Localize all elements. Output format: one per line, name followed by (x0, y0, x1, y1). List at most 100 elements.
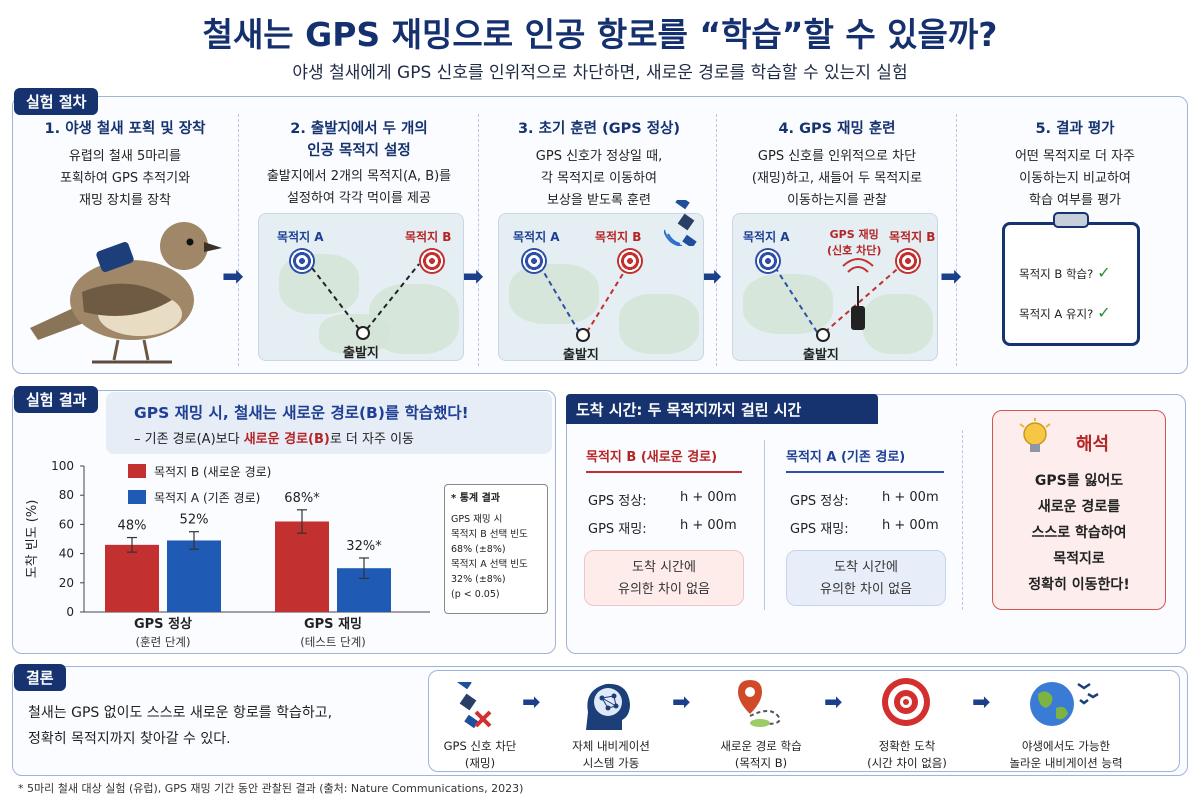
y-tick-label: 0 (66, 605, 74, 619)
arrow-right-icon: ➡ (522, 690, 541, 715)
divider (764, 440, 765, 610)
arrow-right-icon: ➡ (940, 262, 962, 292)
procedure-tag: 실험 절차 (14, 88, 99, 115)
stat-line: GPS 재밍 시 (451, 514, 503, 525)
results-headline: GPS 재밍 시, 철새는 새로운 경로(B)를 학습했다! (134, 404, 469, 422)
data-label: 32%* (346, 539, 382, 554)
map-step-2: 목적지 A 목적지 B 출발지 (258, 213, 464, 361)
origin-marker (576, 328, 590, 342)
flow-label: 자체 내비게이션 시스템 가동 (572, 739, 650, 770)
target-a-icon (521, 248, 547, 274)
arrow-right-icon: ➡ (672, 690, 691, 715)
step-title: 3. 초기 훈련 (GPS 정상) (517, 121, 681, 137)
target-a-icon (755, 248, 781, 274)
y-tick-label: 60 (59, 517, 74, 531)
divider (956, 114, 957, 366)
satellite-blocked-icon (457, 682, 492, 728)
stat-title: * 통계 결과 (451, 493, 500, 504)
flow-label: 야생에서도 가능한 놀라운 내비게이션 능력 (1009, 739, 1123, 770)
interpretation-box (992, 410, 1166, 610)
target-b-icon (419, 248, 445, 274)
stat-line: (p < 0.05) (451, 589, 500, 600)
flow-label: 정확한 도착 (시간 차이 없음) (867, 739, 947, 770)
origin-label: 출발지 (343, 346, 379, 361)
route-pin-icon (738, 680, 781, 727)
bar (275, 521, 329, 612)
checkmark-icon: ✓ (1097, 303, 1111, 322)
no-difference-note: 도착 시간에 유의한 차이 없음 (584, 550, 744, 606)
step-desc: 유렵의 철새 5마리를 포획하여 GPS 추적기와 재밍 장치를 장착 (59, 149, 191, 208)
jamming-label: GPS 재밍 (신호 차단) (827, 228, 882, 257)
arrow-right-icon: ➡ (972, 690, 991, 715)
category-sublabel: (훈련 단계) (136, 635, 191, 649)
y-axis-label: 도착 빈도 (%) (25, 500, 40, 579)
target-icon (882, 678, 930, 726)
data-label: 68%* (284, 491, 320, 506)
step-desc: GPS 신호가 정상일 때, 각 목적지로 이동하여 보상을 받도록 훈련 (535, 149, 663, 208)
arrow-right-icon: ➡ (700, 262, 722, 292)
legend-label: 목적지 B (새로운 경로) (154, 465, 271, 479)
bird-illustration (30, 222, 222, 364)
arrow-right-icon: ➡ (222, 262, 244, 292)
column-title-dest-b: 목적지 B (새로운 경로) (586, 446, 742, 473)
bird-head (160, 222, 208, 270)
satellite-icon (664, 200, 697, 246)
legend-swatch (128, 490, 146, 504)
step-title: 1. 야생 철새 포획 및 장착 (44, 121, 206, 137)
target-b-icon (617, 248, 643, 274)
lightbulb-icon (1019, 418, 1051, 452)
arrival-time-header: 도착 시간: 두 목적지까지 걸린 시간 (566, 394, 878, 424)
page-title: 철새는 GPS 재밍으로 인공 항로를 “학습”할 수 있을까? (202, 15, 998, 54)
divider (962, 430, 963, 610)
time-row-label: GPS 정상: (588, 494, 647, 509)
step-4: 4. GPS 재밍 훈련 GPS 신호를 인위적으로 차단 (재밍)하고, 새들… (722, 118, 952, 212)
column-title-dest-a: 목적지 A (기존 경로) (786, 446, 944, 473)
stat-line: 목적지 B 선택 빈도 (451, 529, 528, 540)
statistics-box: * 통계 결과 GPS 재밍 시 목적지 B 선택 빈도 68% (±8%) 목… (444, 484, 548, 614)
origin-marker (356, 326, 370, 340)
time-row-label: GPS 정상: (790, 494, 849, 509)
arrow-right-icon: ➡ (462, 262, 484, 292)
origin-label: 출발지 (563, 348, 599, 361)
target-a-icon (289, 248, 315, 274)
category-sublabel: (테스트 단계) (300, 635, 366, 649)
interpretation-text: GPS를 잃어도 새로운 경로를 스스로 학습하여 목적지로 정확히 이동한다! (1028, 473, 1130, 593)
dest-b-label: 목적지 B (405, 230, 452, 244)
flow-label: 새로운 경로 학습 (목적지 B) (720, 739, 802, 770)
check-item: 목적지 A 유지? ✓ (1019, 303, 1111, 322)
time-row-value: h + 00m (680, 518, 737, 533)
step-3: 3. 초기 훈련 (GPS 정상) GPS 신호가 정상일 때, 각 목적지로 … (484, 118, 714, 212)
arrival-frequency-chart: 도착 빈도 (%) 0 20 40 60 80 100 목적지 B (새로운 경로) 목적지 A… (25, 459, 430, 649)
y-tick-label: 20 (59, 576, 74, 590)
arrow-right-icon: ➡ (824, 690, 843, 715)
interpretation-title: 해석 (1076, 434, 1110, 455)
time-row-value: h + 00m (882, 518, 939, 533)
brain-network-icon (586, 683, 630, 730)
conclusion-tag: 결론 (14, 664, 66, 691)
y-tick-label: 40 (59, 547, 74, 561)
clipboard-clip-icon (1053, 212, 1089, 228)
step-title: 2. 출발지에서 두 개의 인공 목적지 설정 (290, 121, 428, 159)
bar (167, 540, 221, 612)
target-b-icon (895, 248, 921, 274)
time-row-label: GPS 재밍: (588, 522, 647, 537)
page-subtitle: 야생 철새에게 GPS 신호를 인위적으로 차단하면, 새로운 경로를 학습할 … (292, 63, 908, 83)
results-tag: 실험 결과 (14, 386, 99, 413)
dest-a-label: 목적지 A (743, 230, 790, 244)
footnote: * 5마리 철새 대상 실험 (유럽), GPS 재밍 기간 동안 관찰된 결과… (18, 782, 524, 795)
time-row-label: GPS 재밍: (790, 522, 849, 537)
data-label: 48% (118, 519, 147, 534)
map-step-4: 목적지 A 목적지 B GPS 재밍 (신호 차단) 출발지 (732, 213, 938, 361)
dest-b-label: 목적지 B (595, 230, 642, 244)
category-label: GPS 정상 (134, 616, 192, 632)
divider (238, 114, 239, 366)
bar (105, 544, 159, 612)
divider (478, 114, 479, 366)
step-5: 5. 결과 평가 어떤 목적지로 더 자주 이동하는지 비교하여 학습 여부를 … (960, 118, 1190, 212)
y-tick-label: 100 (51, 459, 74, 473)
bird-beak (204, 242, 222, 252)
divider (716, 114, 717, 366)
category-label: GPS 재밍 (304, 616, 362, 632)
step-desc: GPS 신호를 인위적으로 차단 (재밍)하고, 새들어 두 목적지로 이동하는… (751, 149, 923, 208)
time-row-value: h + 00m (882, 490, 939, 505)
